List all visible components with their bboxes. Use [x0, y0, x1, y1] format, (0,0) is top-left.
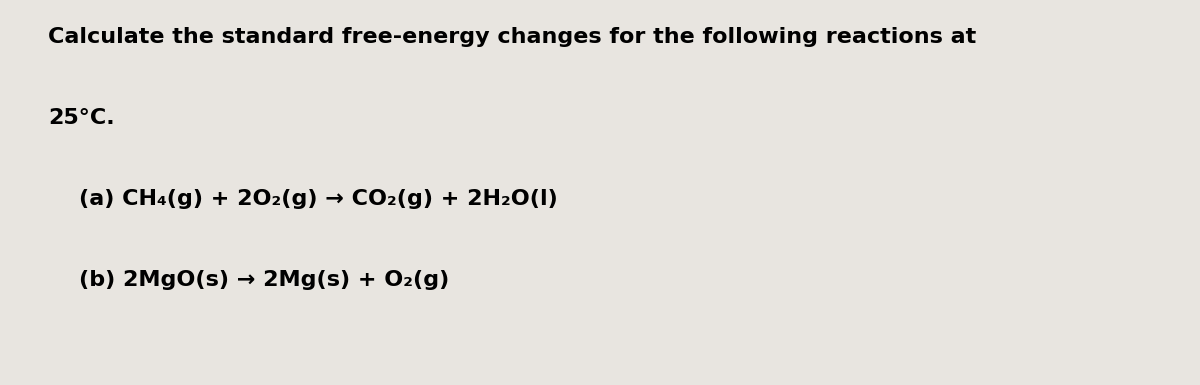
Text: Calculate the standard free-energy changes for the following reactions at: Calculate the standard free-energy chang… [48, 27, 977, 47]
Text: (a) CH₄(g) + 2O₂(g) → CO₂(g) + 2H₂O(l): (a) CH₄(g) + 2O₂(g) → CO₂(g) + 2H₂O(l) [48, 189, 558, 209]
Text: (b) 2MgO(s) → 2Mg(s) + O₂(g): (b) 2MgO(s) → 2Mg(s) + O₂(g) [48, 270, 449, 290]
Text: 25°C.: 25°C. [48, 108, 115, 128]
